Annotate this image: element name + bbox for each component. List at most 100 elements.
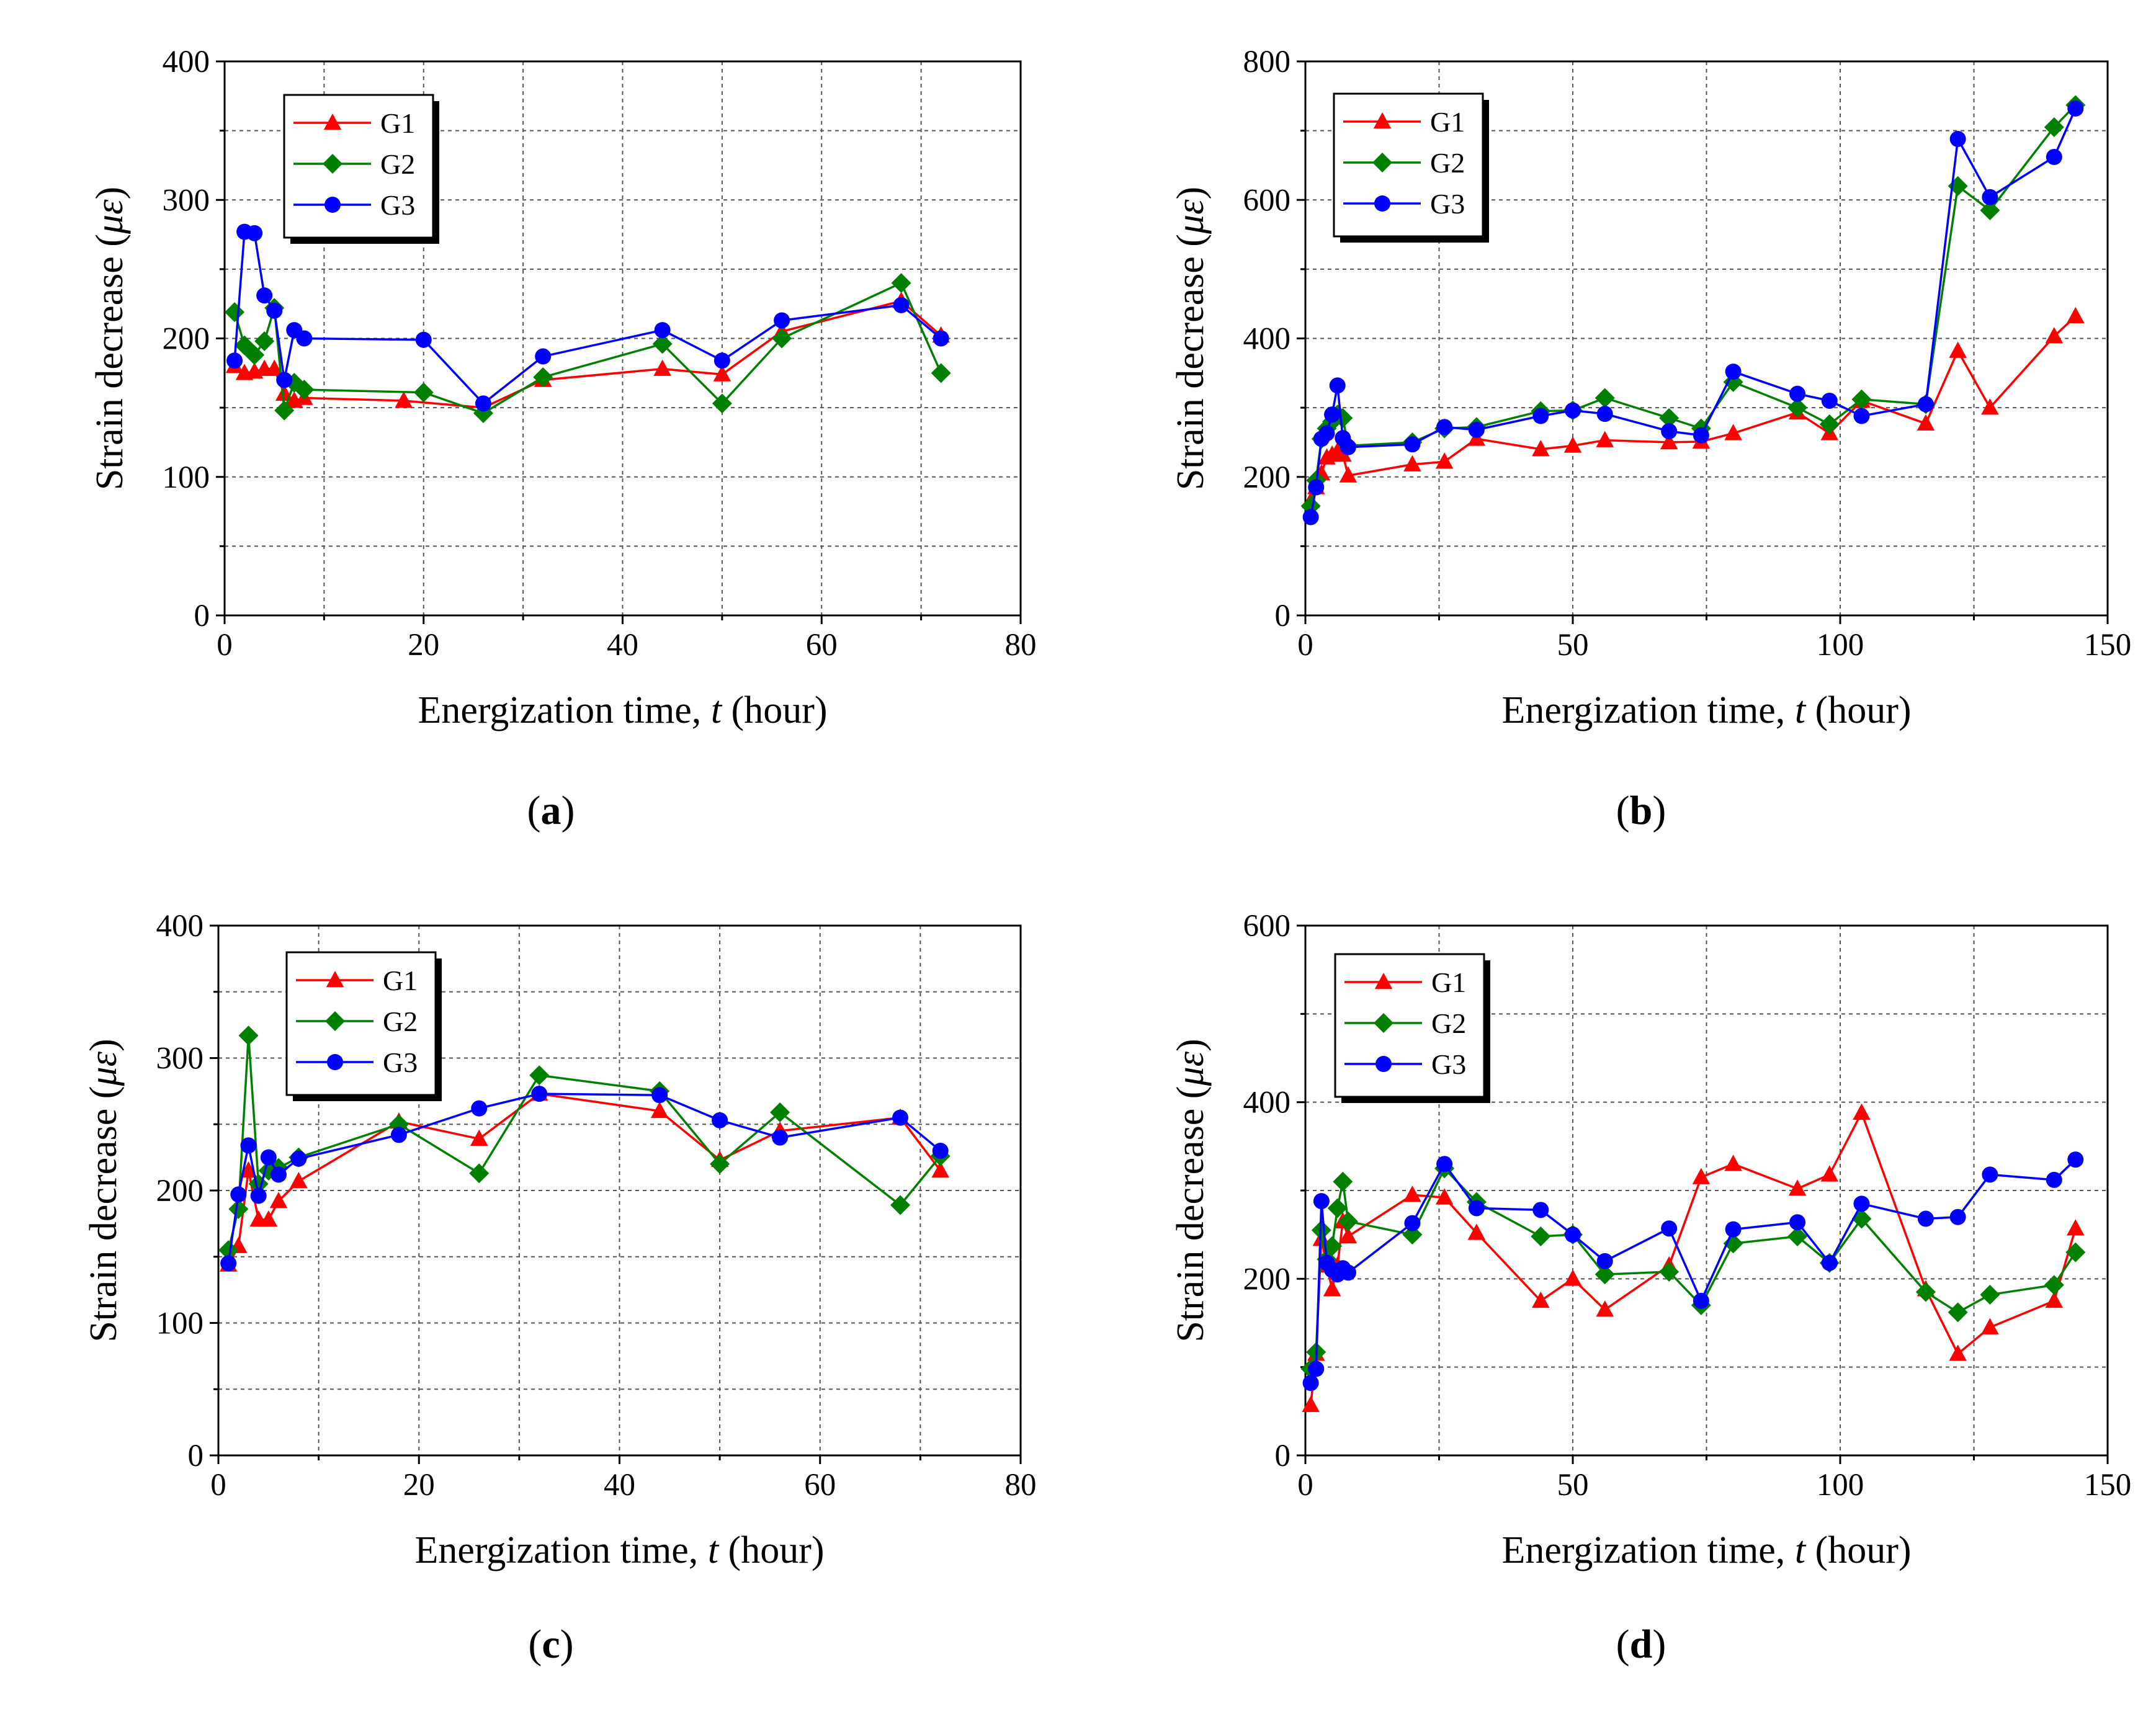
data-point <box>1789 1214 1806 1231</box>
legend-marker <box>326 971 344 988</box>
data-point <box>1692 1168 1711 1184</box>
data-point <box>1981 1318 1999 1334</box>
data-point <box>266 302 283 319</box>
data-point <box>2044 1275 2064 1295</box>
legend-marker <box>327 1054 343 1070</box>
data-point <box>1788 1179 1807 1196</box>
data-point <box>2046 149 2062 166</box>
data-point <box>1917 414 1935 431</box>
legend-label: G1 <box>1430 106 1465 138</box>
chart-panel-b: 0 50 100 150 0 200 400 600 800 Energization time,… <box>1170 45 2131 833</box>
grid-lines <box>1305 926 2108 1455</box>
axis-ticks: 0 50 100 150 0 200 400 600 <box>1243 909 2132 1503</box>
y-axis-variable: με <box>89 199 131 235</box>
y-tick-label: 800 <box>1243 45 1291 79</box>
data-point <box>390 1127 407 1143</box>
data-point <box>1436 1156 1453 1173</box>
x-tick-label: 50 <box>1557 1468 1589 1503</box>
legend-box <box>283 94 434 239</box>
legend-label: G1 <box>383 965 418 996</box>
data-point <box>772 328 792 349</box>
legend-label: G2 <box>380 148 415 180</box>
data-point <box>246 225 263 241</box>
data-point <box>1693 427 1709 444</box>
data-point <box>1917 396 1934 413</box>
data-point <box>1595 388 1615 408</box>
data-point <box>413 382 434 403</box>
data-point <box>1532 408 1549 424</box>
data-point <box>1725 1221 1742 1238</box>
data-point <box>713 365 731 382</box>
legend-label: G3 <box>1431 1048 1466 1080</box>
data-point <box>1949 341 1967 358</box>
data-point <box>1302 1395 1320 1413</box>
panel-letter: b <box>1630 788 1653 833</box>
data-point <box>770 1102 790 1123</box>
x-tick-label: 100 <box>1817 1468 1864 1503</box>
legend-label: G1 <box>380 107 415 139</box>
panel-letter: d <box>1630 1622 1653 1667</box>
data-point <box>1313 1193 1330 1210</box>
x-tick-label: 40 <box>607 628 638 663</box>
legend-marker <box>323 154 342 174</box>
data-point <box>218 1240 239 1261</box>
y-tick-label: 100 <box>156 1307 204 1341</box>
y-tick-label: 0 <box>188 1439 204 1473</box>
data-point <box>230 1186 247 1203</box>
data-point <box>931 1161 949 1178</box>
data-point <box>2044 117 2064 138</box>
data-point <box>1322 1236 1343 1256</box>
data-point <box>296 330 313 347</box>
panel-letter: c <box>542 1622 560 1667</box>
x-tick-label: 80 <box>1005 628 1037 663</box>
data-point <box>2046 1171 2062 1188</box>
data-point <box>1724 1155 1742 1171</box>
data-point <box>1982 189 1998 205</box>
data-point <box>415 331 432 348</box>
data-point <box>1308 1360 1325 1377</box>
data-point <box>531 1086 548 1102</box>
y-tick-label: 0 <box>194 599 210 633</box>
data-point <box>1821 392 1838 409</box>
legend-label: G2 <box>1431 1007 1466 1039</box>
y-axis-title: Strain decrease (με) <box>83 1039 125 1342</box>
x-axis-title: Energization time, t (hour) <box>1501 689 1911 731</box>
data-point <box>1338 1211 1358 1231</box>
data-point <box>1821 1254 1838 1271</box>
data-point <box>1596 1300 1614 1317</box>
data-point <box>1724 424 1742 440</box>
legend-label: G2 <box>383 1006 418 1037</box>
data-point <box>1853 1195 1870 1212</box>
panel-label: (a) <box>527 788 575 833</box>
legend-label: G2 <box>1430 147 1465 179</box>
data-point <box>269 1192 288 1208</box>
x-axis-title: Energization time, t (hour) <box>418 689 827 731</box>
x-tick-label: 0 <box>210 1468 226 1503</box>
data-point <box>1787 398 1808 418</box>
legend-marker <box>1373 112 1392 129</box>
axis-ticks: 0 20 40 60 80 0 100 200 300 400 <box>163 45 1037 663</box>
x-tick-label: 150 <box>2084 628 2132 663</box>
data-point <box>535 348 552 365</box>
data-point <box>1402 1225 1423 1245</box>
series-line <box>233 230 942 405</box>
y-tick-label: 400 <box>1243 322 1291 357</box>
x-axis-title: Energization time, t (hour) <box>1501 1529 1911 1571</box>
data-point <box>1302 509 1319 525</box>
data-point <box>274 400 295 421</box>
data-point <box>2045 327 2064 344</box>
data-point <box>654 322 671 339</box>
data-point <box>1949 1208 1966 1225</box>
data-point <box>2067 306 2085 324</box>
x-tick-label: 0 <box>1297 1468 1313 1503</box>
legend-box <box>1333 92 1484 238</box>
data-point <box>290 1172 308 1189</box>
axis-ticks: 0 50 100 150 0 200 400 600 800 <box>1243 45 2132 663</box>
grid-lines <box>225 61 1021 615</box>
data-point <box>1659 1261 1680 1282</box>
data-point <box>1532 1202 1549 1218</box>
data-point <box>2045 1291 2064 1308</box>
data-point <box>395 391 413 408</box>
data-point <box>226 352 243 369</box>
